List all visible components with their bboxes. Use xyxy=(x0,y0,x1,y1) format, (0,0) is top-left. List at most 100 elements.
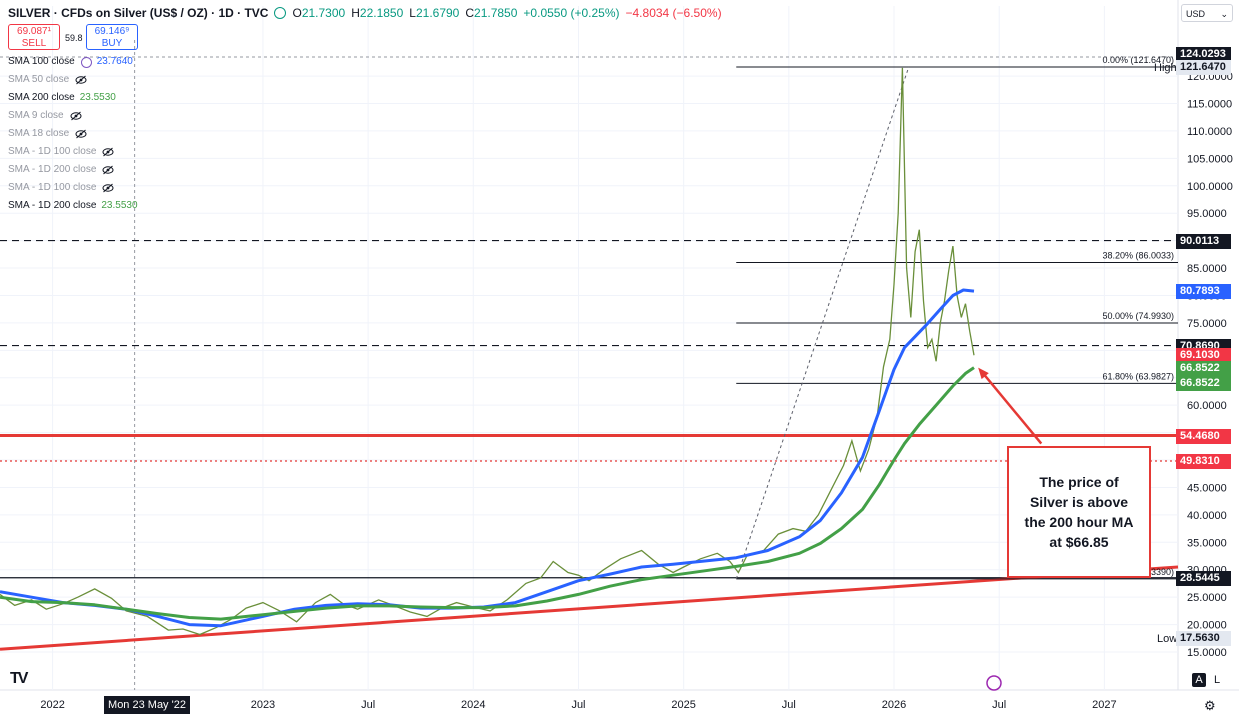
x-tick-label: 2022 xyxy=(40,699,64,711)
x-tick-label: 2024 xyxy=(461,699,485,711)
callout-line-2: Silver is above xyxy=(1029,494,1129,510)
x-tick-label: 2025 xyxy=(671,699,695,711)
buy-button[interactable]: 69.146⁹ BUY xyxy=(86,24,138,50)
fib-level-label: 3390) xyxy=(1151,567,1174,577)
x-tick-label: Jul xyxy=(571,699,585,711)
ohlc-open: 21.7300 xyxy=(301,6,346,20)
indicator-row[interactable]: SMA 100 close 23.7640 xyxy=(8,53,133,71)
currency-select[interactable]: USD ⌄ xyxy=(1181,4,1233,22)
y-tick-label: 45.0000 xyxy=(1187,482,1227,494)
buy-price: 69.146⁹ xyxy=(94,26,130,37)
price-axis-tag: 124.0293 xyxy=(1176,46,1231,62)
market-status-icon xyxy=(274,7,287,19)
date-cursor-tag: Mon 23 May '22 xyxy=(104,696,190,714)
y-tick-label: 115.0000 xyxy=(1187,99,1232,111)
fib-level-label: 38.20% (86.0033) xyxy=(1102,251,1174,261)
sell-button[interactable]: 69.087¹ SELL xyxy=(8,24,60,50)
indicator-row[interactable]: SMA 200 close 23.5530 xyxy=(8,89,116,107)
x-tick-label: Jul xyxy=(992,699,1006,711)
indicator-name: SMA - 1D 100 close xyxy=(8,146,97,157)
annotation-arrow xyxy=(983,373,1043,445)
y-tick-label: 60.0000 xyxy=(1187,400,1227,412)
indicator-name: SMA - 1D 100 close xyxy=(8,182,97,193)
callout-line-1: The price of xyxy=(1039,474,1119,490)
sma-200-close-line xyxy=(0,366,975,621)
x-tick-label: 2027 xyxy=(1092,699,1116,711)
eye-hidden-icon[interactable] xyxy=(102,165,114,175)
x-tick-label: 2026 xyxy=(882,699,906,711)
price-axis-tag: 121.6470 xyxy=(1176,60,1231,76)
chart-header: SILVER · CFDs on Silver (US$ / OZ) · 1D … xyxy=(4,4,722,22)
indicator-name: SMA 100 close xyxy=(8,56,75,67)
ohlc-high: 22.1850 xyxy=(359,6,404,20)
indicator-row[interactable]: SMA 18 close xyxy=(8,125,87,143)
indicator-name: SMA 50 close xyxy=(8,74,70,85)
eye-hidden-icon[interactable] xyxy=(75,129,87,139)
price-axis-tag: 28.5445 xyxy=(1176,570,1231,586)
eye-hidden-icon[interactable] xyxy=(75,75,87,85)
ohlc-close-label: C xyxy=(465,6,475,20)
buy-label: BUY xyxy=(101,38,123,49)
auto-scale-button[interactable]: A xyxy=(1192,673,1206,687)
eye-hidden-icon[interactable] xyxy=(102,183,114,193)
price-axis-tag: 49.8310 xyxy=(1176,453,1231,469)
indicator-row[interactable]: SMA - 1D 100 close xyxy=(8,143,114,161)
symbol-title[interactable]: SILVER · CFDs on Silver (US$ / OZ) · 1D … xyxy=(8,6,269,20)
y-tick-label: 20.0000 xyxy=(1187,620,1227,632)
y-tick-label: 95.0000 xyxy=(1187,208,1227,220)
y-tick-label: 100.0000 xyxy=(1187,181,1233,193)
sell-price: 69.087¹ xyxy=(17,26,51,37)
y-tick-label: 105.0000 xyxy=(1187,153,1233,165)
fib-level-label: 0.00% (121.6470) xyxy=(1102,55,1174,65)
y-tick-label: 85.0000 xyxy=(1187,263,1227,275)
callout-line-3: the 200 hour MA xyxy=(1024,514,1134,530)
x-tick-label: 2023 xyxy=(251,699,275,711)
sell-label: SELL xyxy=(21,38,47,49)
indicator-value: 23.5530 xyxy=(101,200,138,211)
indicator-name: SMA 9 close xyxy=(8,110,64,121)
eye-hidden-icon[interactable] xyxy=(70,111,82,121)
price-axis-tag: 66.8522 xyxy=(1176,375,1231,391)
indicator-row[interactable]: SMA - 1D 200 close 23.5530 xyxy=(8,197,138,215)
price-axis-tag: 69.1030 xyxy=(1176,348,1231,364)
spread-value: 59.8 xyxy=(65,33,83,43)
ohlc-change-2: −4.8034 (−6.50%) xyxy=(625,6,722,20)
price-axis-tag: 17.5630 xyxy=(1176,630,1231,646)
log-scale-button[interactable]: L xyxy=(1213,674,1221,686)
price-series-line xyxy=(0,67,975,636)
currency-value: USD xyxy=(1186,9,1206,19)
y-tick-label: 75.0000 xyxy=(1187,318,1227,330)
ohlc-close: 21.7850 xyxy=(474,6,518,20)
price-axis-tag: 66.8522 xyxy=(1176,360,1231,376)
ohlc-high-label: H xyxy=(351,6,360,20)
indicator-row[interactable]: SMA - 1D 200 close xyxy=(8,161,114,179)
indicator-row[interactable]: SMA 9 close xyxy=(8,107,82,125)
y-tick-label: 15.0000 xyxy=(1187,647,1227,659)
annotation-arrowhead xyxy=(978,367,989,380)
indicator-value: 23.5530 xyxy=(79,92,116,103)
ohlc-change: +0.0550 (+0.25%) xyxy=(523,6,620,20)
price-axis-tag: 80.7893 xyxy=(1176,284,1231,300)
indicator-name: SMA - 1D 200 close xyxy=(8,164,97,175)
fib-level-label: 61.80% (63.9827) xyxy=(1102,371,1174,381)
indicator-value: 23.7640 xyxy=(96,56,133,67)
loading-ring-icon xyxy=(80,56,92,68)
price-axis-tag: 54.4680 xyxy=(1176,428,1231,444)
ohlc-low-label: L xyxy=(409,6,416,20)
indicator-row[interactable]: SMA - 1D 100 close xyxy=(8,179,114,197)
indicator-name: SMA 200 close xyxy=(8,92,75,103)
chevron-down-icon: ⌄ xyxy=(1220,9,1228,19)
tradingview-logo[interactable]: TV xyxy=(10,670,29,687)
eye-hidden-icon[interactable] xyxy=(102,147,114,157)
x-tick-label: Jul xyxy=(782,699,796,711)
indicator-row[interactable]: SMA 50 close xyxy=(8,71,87,89)
low-label: Low xyxy=(1157,633,1177,645)
y-tick-label: 35.0000 xyxy=(1187,537,1227,549)
callout-line-4: at $66.85 xyxy=(1049,534,1109,550)
sma-100-close-line xyxy=(0,288,975,628)
high-label: High xyxy=(1154,62,1177,74)
support-trendline xyxy=(0,565,1179,651)
settings-gear-icon[interactable]: ⚙ xyxy=(1204,698,1216,713)
price-axis-tag: 90.0113 xyxy=(1176,233,1231,249)
